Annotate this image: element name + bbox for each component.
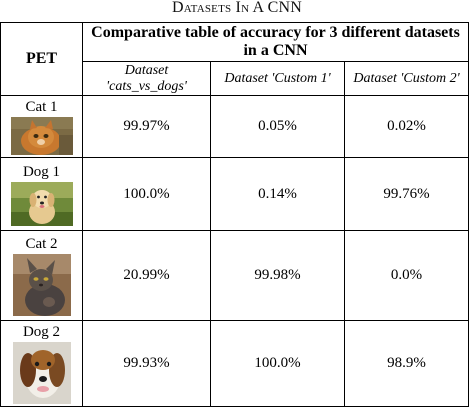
accuracy-cell: 0.14% <box>210 157 345 231</box>
table-row: Dog 1 100.0% 0.14% 99.76% <box>0 157 469 231</box>
pet-name: Dog 1 <box>22 163 61 180</box>
column-header-row: Dataset 'cats_vs_dogs' Dataset 'Custom 1… <box>1 61 469 96</box>
table-row: Cat 2 20.99% 99.98% 0.0% <box>0 230 469 321</box>
pet-name: Cat 2 <box>25 236 58 252</box>
accuracy-table: PET Comparative table of accuracy for 3 … <box>0 22 469 407</box>
pet-cell: Dog 1 <box>0 157 83 231</box>
pet-cell: Dog 2 <box>0 320 83 407</box>
accuracy-cell: 100.0% <box>210 320 345 407</box>
golden-retriever-puppy-photo <box>10 181 73 226</box>
accuracy-cell: 99.76% <box>344 157 469 231</box>
column-header-custom-1: Dataset 'Custom 1' <box>210 61 345 96</box>
accuracy-cell: 99.97% <box>82 95 211 158</box>
pet-cell: Cat 2 <box>0 230 83 321</box>
pet-name: Dog 2 <box>22 324 61 340</box>
accuracy-cell: 0.0% <box>344 230 469 321</box>
accuracy-cell: 20.99% <box>82 230 211 321</box>
accuracy-cell: 99.93% <box>82 320 211 407</box>
accuracy-cell: 100.0% <box>82 157 211 231</box>
table-caption: Datasets In A CNN <box>0 0 474 14</box>
table-title: Comparative table of accuracy for 3 diff… <box>82 22 469 62</box>
pet-name: Cat 1 <box>25 99 58 115</box>
pet-cell: Cat 1 <box>0 95 83 158</box>
accuracy-cell: 99.98% <box>210 230 345 321</box>
table-row: Dog 2 99.93% 100.0% 98.9% <box>0 320 469 407</box>
header-row: PET Comparative table of accuracy for 3 … <box>0 22 469 96</box>
table-row: Cat 1 99.97% 0.05% 0.02% <box>0 95 469 158</box>
pet-column-header: PET <box>0 22 83 96</box>
accuracy-cell: 0.02% <box>344 95 469 158</box>
orange-tabby-cat-photo <box>10 117 73 155</box>
column-header-cats-vs-dogs: Dataset 'cats_vs_dogs' <box>82 61 211 96</box>
caption-text: Datasets In A CNN <box>172 0 302 14</box>
accuracy-cell: 0.05% <box>210 95 345 158</box>
column-header-custom-2: Dataset 'Custom 2' <box>344 61 469 96</box>
gray-cat-photo <box>12 254 71 316</box>
beagle-dog-photo <box>12 342 71 404</box>
accuracy-cell: 98.9% <box>344 320 469 407</box>
